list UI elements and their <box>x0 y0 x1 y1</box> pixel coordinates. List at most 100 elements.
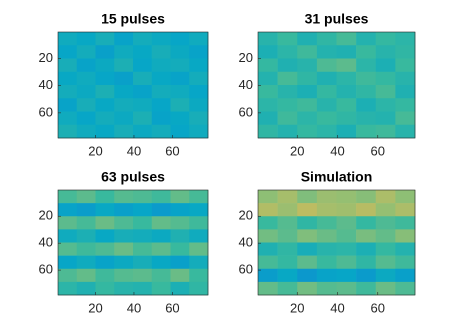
heatmap-cell <box>297 45 318 59</box>
heatmap-cell <box>356 32 377 46</box>
heatmap-cell <box>189 98 209 112</box>
heatmap-cell <box>395 58 416 73</box>
x-tick-label: 20 <box>88 300 102 315</box>
heatmap-cell <box>133 255 153 270</box>
heatmap-cell <box>189 281 209 296</box>
heatmap-cell <box>297 216 318 230</box>
heatmap-cell <box>189 255 209 270</box>
heatmap-cell <box>316 229 337 243</box>
axes-box <box>257 31 416 139</box>
heatmap-cell <box>170 255 190 270</box>
heatmap-cell <box>258 98 278 112</box>
heatmap-cell <box>58 71 78 86</box>
heatmap-cell <box>356 255 377 270</box>
heatmap-cell <box>133 281 153 296</box>
heatmap-cell <box>356 85 377 99</box>
heatmap-cell <box>170 58 190 73</box>
heatmap-cell <box>114 45 134 59</box>
heatmap-cell <box>170 229 190 243</box>
heatmap-cell <box>151 229 171 243</box>
heatmap-cell <box>375 71 396 86</box>
heatmap-cell <box>76 203 96 217</box>
heatmap-cell <box>297 58 318 73</box>
heatmap-cell <box>395 216 416 230</box>
heatmap-cell <box>114 58 134 73</box>
heatmap-cell <box>375 281 396 296</box>
heatmap-cell <box>316 124 337 139</box>
y-tick-label: 60 <box>239 104 253 119</box>
heatmap-cell <box>170 111 190 126</box>
y-tick-label: 60 <box>239 262 253 277</box>
heatmap-cell <box>114 255 134 270</box>
heatmap-cell <box>316 190 337 204</box>
subplot-title: 31 pulses <box>305 11 369 27</box>
heatmap-cell <box>189 32 209 46</box>
heatmap-cell <box>170 85 190 99</box>
heatmap-cell <box>114 268 134 283</box>
heatmap-cell <box>133 45 153 59</box>
heatmap-cell <box>297 124 318 139</box>
heatmap-cell <box>375 190 396 204</box>
heatmap-cell <box>189 216 209 230</box>
heatmap-cell <box>258 32 278 46</box>
heatmap-cell <box>58 85 78 99</box>
heatmap-cell <box>277 242 298 256</box>
heatmap-cell <box>189 190 209 204</box>
heatmap-cell <box>277 216 298 230</box>
heatmap-cell <box>356 111 377 126</box>
heatmap-cell <box>58 190 78 204</box>
heatmap-cell <box>277 203 298 217</box>
heatmap-cell <box>258 229 278 243</box>
heatmap-cell <box>170 268 190 283</box>
heatmap-cell <box>356 203 377 217</box>
heatmap-cell <box>375 32 396 46</box>
x-tick-label: 20 <box>290 143 304 158</box>
heatmap-cell <box>151 242 171 256</box>
heatmap-cell <box>297 268 318 283</box>
heatmap-cell <box>336 216 357 230</box>
heatmap-cell <box>151 98 171 112</box>
heatmap-cell <box>95 45 115 59</box>
heatmap-cell <box>58 268 78 283</box>
heatmap-cell <box>170 190 190 204</box>
heatmap-cell <box>133 216 153 230</box>
heatmap-cell <box>95 281 115 296</box>
heatmap-cell <box>189 45 209 59</box>
heatmap-cell <box>395 190 416 204</box>
heatmap-cell <box>297 32 318 46</box>
x-tick-label: 60 <box>165 300 179 315</box>
heatmap-cell <box>58 32 78 46</box>
heatmap-cell <box>336 190 357 204</box>
heatmap-cell <box>258 216 278 230</box>
heatmap-cell <box>189 242 209 256</box>
heatmap-cell <box>170 124 190 139</box>
heatmap-cell <box>170 242 190 256</box>
heatmap-cell <box>356 242 377 256</box>
heatmap-cell <box>151 203 171 217</box>
heatmap-cell <box>95 190 115 204</box>
heatmap-cell <box>170 45 190 59</box>
heatmap-cell <box>258 111 278 126</box>
heatmap-cell <box>277 111 298 126</box>
heatmap-cell <box>395 203 416 217</box>
heatmap-cell <box>114 203 134 217</box>
heatmap-cell <box>76 71 96 86</box>
heatmap-cell <box>133 111 153 126</box>
heatmap-cell <box>277 32 298 46</box>
x-tick-label: 40 <box>127 300 141 315</box>
heatmap-cell <box>336 45 357 59</box>
heatmap-cell <box>76 281 96 296</box>
heatmap-cell <box>336 268 357 283</box>
heatmap-cell <box>151 268 171 283</box>
heatmap-cell <box>316 216 337 230</box>
heatmap-cell <box>76 32 96 46</box>
heatmap-cell <box>375 242 396 256</box>
heatmap-cell <box>258 71 278 86</box>
heatmap-cell <box>114 242 134 256</box>
heatmap-cell <box>170 32 190 46</box>
y-tick-label: 20 <box>39 208 53 223</box>
heatmap-cell <box>76 98 96 112</box>
heatmap-cell <box>95 58 115 73</box>
axes-box <box>57 31 209 139</box>
heatmap-cell <box>258 58 278 73</box>
